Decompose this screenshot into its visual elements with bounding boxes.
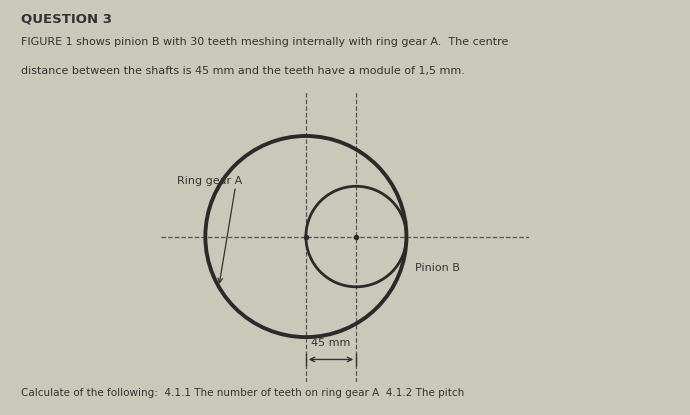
Text: Pinion B: Pinion B (415, 263, 460, 273)
Text: FIGURE 1 shows pinion B with 30 teeth meshing internally with ring gear A.  The : FIGURE 1 shows pinion B with 30 teeth me… (21, 37, 508, 47)
Text: QUESTION 3: QUESTION 3 (21, 12, 112, 25)
Text: distance between the shafts is 45 mm and the teeth have a module of 1,5 mm.: distance between the shafts is 45 mm and… (21, 66, 464, 76)
Text: Ring gear A: Ring gear A (177, 176, 243, 186)
Text: 45 mm: 45 mm (311, 338, 351, 348)
Text: Calculate of the following:  4.1.1 The number of teeth on ring gear A  4.1.2 The: Calculate of the following: 4.1.1 The nu… (21, 388, 464, 398)
